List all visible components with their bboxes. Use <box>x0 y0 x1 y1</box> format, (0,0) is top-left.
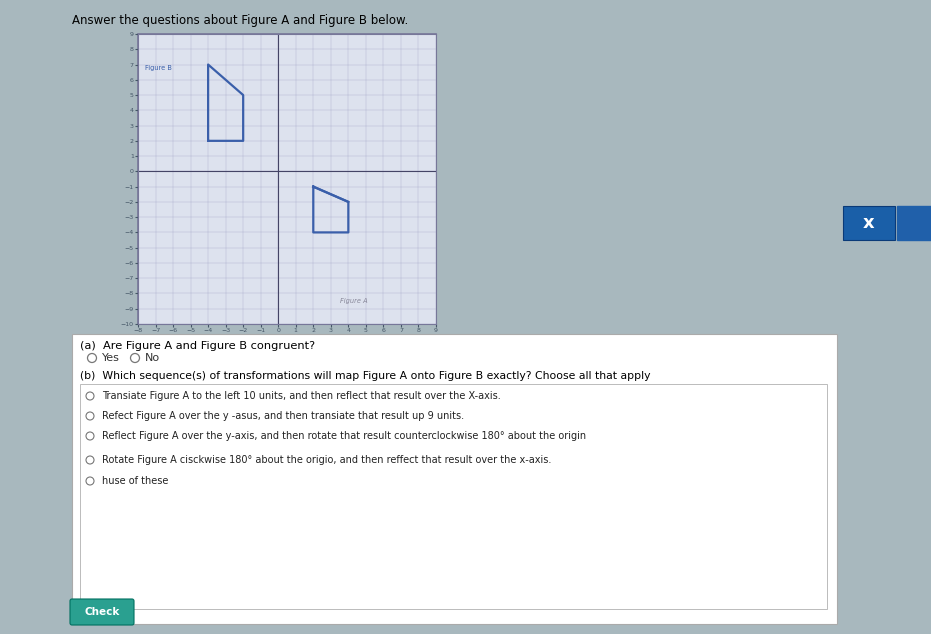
Bar <box>843 206 895 240</box>
Bar <box>138 34 436 324</box>
Text: Reflect Figure A over the y-axis, and then rotate that result counterclockwise 1: Reflect Figure A over the y-axis, and th… <box>102 431 587 441</box>
Text: Yes: Yes <box>102 353 120 363</box>
Text: Transiate Figure A to the left 10 units, and then reflect that result over the X: Transiate Figure A to the left 10 units,… <box>102 391 501 401</box>
Text: (a)  Are Figure A and Figure B congruent?: (a) Are Figure A and Figure B congruent? <box>80 341 315 351</box>
Bar <box>80 384 827 609</box>
Text: Figure B: Figure B <box>145 65 172 70</box>
Text: Figure A: Figure A <box>340 298 367 304</box>
FancyBboxPatch shape <box>70 599 134 625</box>
Circle shape <box>130 354 140 363</box>
Bar <box>72 334 837 624</box>
Text: (b)  Which sequence(s) of transformations will map Figure A onto Figure B exactl: (b) Which sequence(s) of transformations… <box>80 371 651 381</box>
Text: No: No <box>145 353 160 363</box>
Text: huse of these: huse of these <box>102 476 169 486</box>
Text: Answer the questions about Figure A and Figure B below.: Answer the questions about Figure A and … <box>72 14 409 27</box>
Circle shape <box>86 432 94 440</box>
Circle shape <box>86 456 94 464</box>
Circle shape <box>86 412 94 420</box>
Circle shape <box>88 354 97 363</box>
Text: Check: Check <box>85 607 120 617</box>
Bar <box>897 206 931 240</box>
Circle shape <box>86 477 94 485</box>
Text: Refect Figure A over the y -asus, and then transiate that result up 9 units.: Refect Figure A over the y -asus, and th… <box>102 411 465 421</box>
Text: x: x <box>863 214 875 232</box>
Text: Rotate Figure A cisckwise 180° about the origio, and then reffect that result ov: Rotate Figure A cisckwise 180° about the… <box>102 455 551 465</box>
Circle shape <box>86 392 94 400</box>
